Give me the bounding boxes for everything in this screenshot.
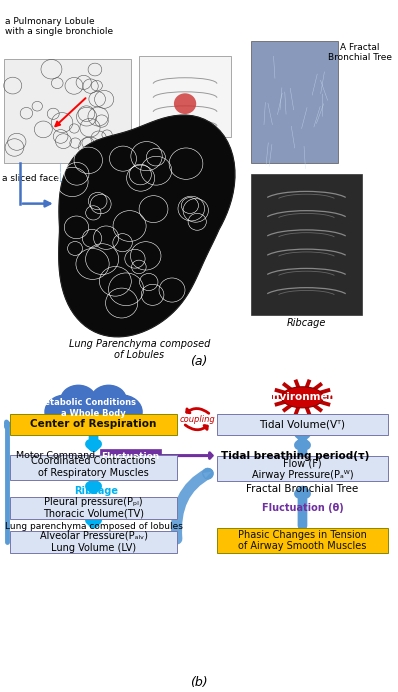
Text: Phasic Changes in Tension
of Airway Smooth Muscles: Phasic Changes in Tension of Airway Smoo… bbox=[238, 530, 367, 552]
Text: coupling: coupling bbox=[179, 415, 215, 424]
FancyBboxPatch shape bbox=[139, 55, 231, 137]
Text: Coordinated Contractions
of Respiratory Muscles: Coordinated Contractions of Respiratory … bbox=[31, 457, 156, 478]
Text: a Pulmonary Lobule
with a single bronchiole: a Pulmonary Lobule with a single bronchi… bbox=[5, 17, 113, 36]
Circle shape bbox=[174, 93, 196, 114]
Text: Center of Respiration: Center of Respiration bbox=[30, 419, 157, 430]
Text: Environment: Environment bbox=[265, 392, 340, 402]
Text: Ribcage: Ribcage bbox=[74, 486, 118, 495]
Ellipse shape bbox=[282, 387, 323, 408]
FancyBboxPatch shape bbox=[170, 125, 201, 136]
Text: Tidal breathing period(τ): Tidal breathing period(τ) bbox=[221, 450, 369, 461]
Text: Pleural pressure(Pₚₗ)
Thoracic Volume(TV): Pleural pressure(Pₚₗ) Thoracic Volume(TV… bbox=[43, 497, 144, 518]
FancyArrowPatch shape bbox=[176, 473, 208, 539]
Text: (b): (b) bbox=[190, 676, 208, 689]
FancyBboxPatch shape bbox=[217, 415, 388, 435]
Text: Ribcage: Ribcage bbox=[287, 318, 326, 329]
Circle shape bbox=[70, 392, 117, 431]
Text: Lung Parenchyma composed
of Lobules: Lung Parenchyma composed of Lobules bbox=[68, 339, 210, 361]
Text: Alveolar Pressure(Pₐₗᵥ)
Lung Volume (LV): Alveolar Pressure(Pₐₗᵥ) Lung Volume (LV) bbox=[39, 531, 148, 552]
Text: A Fractal
Bronchial Tree: A Fractal Bronchial Tree bbox=[328, 43, 392, 62]
FancyBboxPatch shape bbox=[251, 41, 338, 163]
FancyBboxPatch shape bbox=[251, 174, 362, 315]
Text: Metabolic Conditions  of
a Whole Body: Metabolic Conditions of a Whole Body bbox=[36, 399, 151, 418]
FancyBboxPatch shape bbox=[10, 531, 177, 553]
Text: Fluctuation: Fluctuation bbox=[101, 452, 160, 461]
FancyBboxPatch shape bbox=[10, 415, 177, 435]
Text: Tidal Volume(Vᵀ): Tidal Volume(Vᵀ) bbox=[259, 419, 345, 430]
Text: (a): (a) bbox=[190, 356, 208, 368]
FancyBboxPatch shape bbox=[217, 529, 388, 553]
FancyBboxPatch shape bbox=[4, 60, 131, 163]
FancyBboxPatch shape bbox=[10, 455, 177, 480]
Circle shape bbox=[45, 395, 86, 429]
FancyBboxPatch shape bbox=[10, 497, 177, 519]
Text: Fractal Bronchial Tree: Fractal Bronchial Tree bbox=[246, 484, 359, 494]
Circle shape bbox=[91, 385, 126, 414]
FancyBboxPatch shape bbox=[100, 449, 161, 464]
Text: Fluctuation (θ): Fluctuation (θ) bbox=[261, 503, 343, 513]
Polygon shape bbox=[59, 116, 235, 337]
FancyBboxPatch shape bbox=[217, 456, 388, 482]
Circle shape bbox=[101, 395, 142, 429]
Text: Lung parenchyma composed of lobules: Lung parenchyma composed of lobules bbox=[5, 522, 182, 531]
Text: Flow (F)
Airway Pressure(Pₐᵂ): Flow (F) Airway Pressure(Pₐᵂ) bbox=[252, 458, 353, 480]
Text: Motor Command: Motor Command bbox=[16, 451, 95, 460]
Text: a sliced face: a sliced face bbox=[2, 174, 59, 183]
Circle shape bbox=[61, 385, 96, 414]
